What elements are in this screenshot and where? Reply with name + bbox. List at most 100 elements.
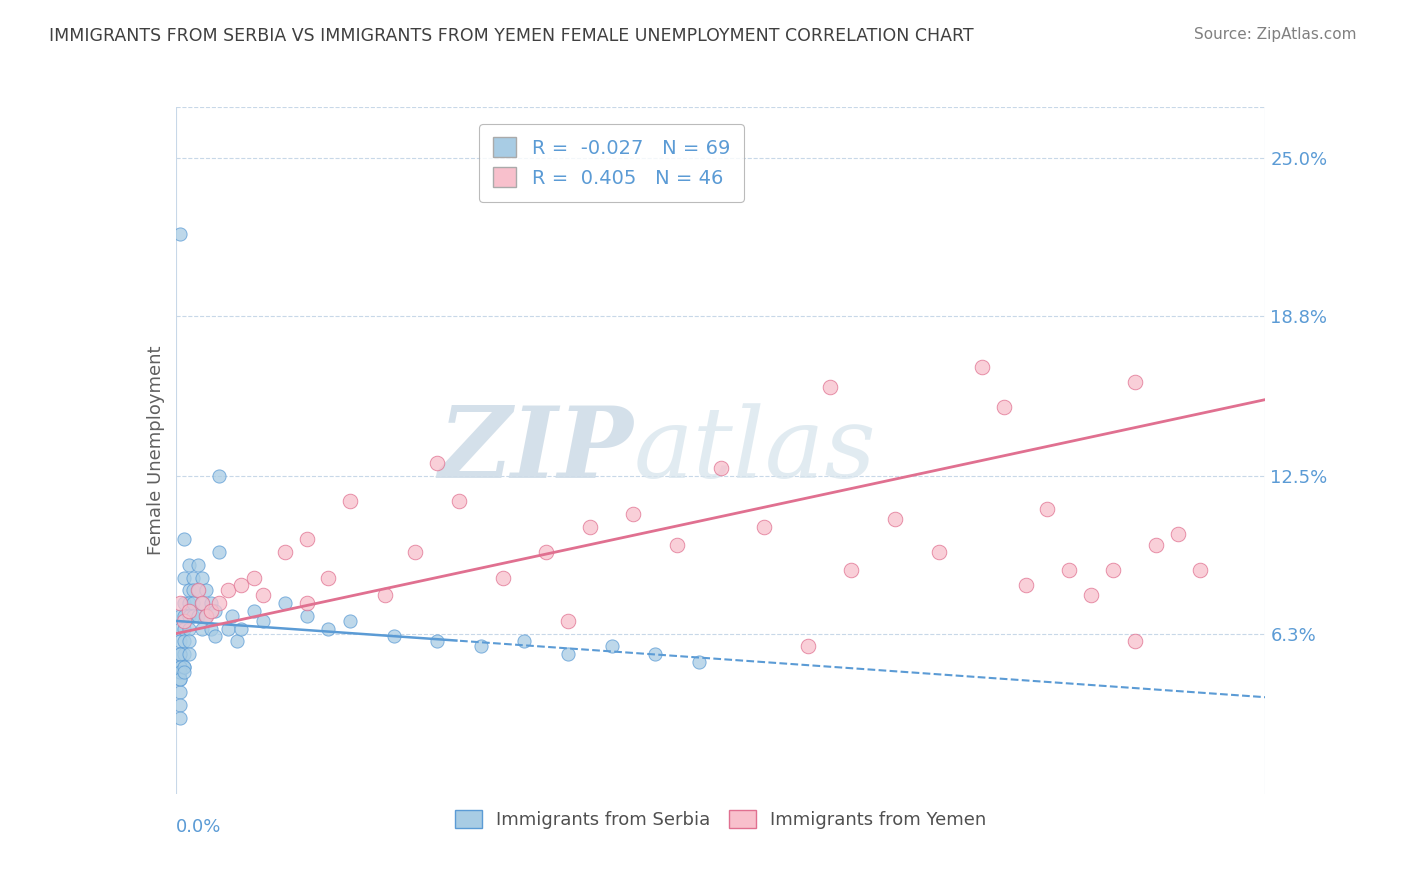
Point bbox=[710, 461, 733, 475]
Point bbox=[169, 710, 191, 724]
Point bbox=[173, 665, 195, 679]
Point bbox=[169, 227, 191, 242]
Point bbox=[1167, 527, 1189, 541]
Point bbox=[993, 401, 1015, 415]
Point bbox=[181, 608, 204, 623]
Point bbox=[169, 622, 191, 636]
Point bbox=[1144, 538, 1167, 552]
Point bbox=[928, 545, 950, 559]
Point bbox=[173, 659, 195, 673]
Point bbox=[169, 634, 191, 648]
Point bbox=[173, 571, 195, 585]
Point bbox=[177, 647, 200, 661]
Point bbox=[841, 563, 863, 577]
Point bbox=[177, 604, 200, 618]
Point bbox=[173, 622, 195, 636]
Point bbox=[191, 596, 214, 610]
Point bbox=[884, 512, 907, 526]
Point bbox=[225, 634, 247, 648]
Point bbox=[169, 698, 191, 712]
Legend: R =  -0.027   N = 69, R =  0.405   N = 46: R = -0.027 N = 69, R = 0.405 N = 46 bbox=[479, 124, 744, 202]
Point bbox=[470, 640, 492, 654]
Point bbox=[513, 634, 536, 648]
Point bbox=[1080, 589, 1102, 603]
Point bbox=[666, 538, 689, 552]
Point bbox=[600, 640, 623, 654]
Point bbox=[173, 608, 195, 623]
Point bbox=[195, 608, 218, 623]
Point bbox=[181, 596, 204, 610]
Point bbox=[492, 571, 515, 585]
Point bbox=[1123, 634, 1146, 648]
Point bbox=[1123, 375, 1146, 389]
Point bbox=[208, 545, 231, 559]
Point bbox=[169, 685, 191, 699]
Point bbox=[208, 469, 231, 483]
Point bbox=[217, 622, 239, 636]
Point bbox=[447, 494, 470, 508]
Point bbox=[177, 558, 200, 572]
Point bbox=[169, 659, 191, 673]
Point bbox=[252, 614, 274, 628]
Point bbox=[195, 608, 218, 623]
Point bbox=[173, 634, 195, 648]
Point bbox=[252, 589, 274, 603]
Text: 0.0%: 0.0% bbox=[176, 818, 221, 836]
Text: atlas: atlas bbox=[633, 403, 876, 498]
Point bbox=[191, 622, 214, 636]
Point bbox=[173, 659, 195, 673]
Point bbox=[169, 665, 191, 679]
Point bbox=[173, 647, 195, 661]
Point bbox=[295, 533, 318, 547]
Point bbox=[200, 622, 222, 636]
Point bbox=[1102, 563, 1125, 577]
Point bbox=[186, 583, 209, 598]
Point bbox=[204, 604, 226, 618]
Text: IMMIGRANTS FROM SERBIA VS IMMIGRANTS FROM YEMEN FEMALE UNEMPLOYMENT CORRELATION : IMMIGRANTS FROM SERBIA VS IMMIGRANTS FRO… bbox=[49, 27, 974, 45]
Point bbox=[1036, 502, 1059, 516]
Point bbox=[181, 583, 204, 598]
Point bbox=[177, 622, 200, 636]
Point bbox=[796, 640, 818, 654]
Point bbox=[534, 545, 557, 559]
Point bbox=[295, 608, 318, 623]
Point bbox=[200, 604, 222, 618]
Point bbox=[1015, 578, 1038, 592]
Point bbox=[186, 608, 209, 623]
Point bbox=[231, 622, 253, 636]
Point bbox=[191, 596, 214, 610]
Point bbox=[186, 558, 209, 572]
Point bbox=[243, 604, 266, 618]
Point bbox=[754, 520, 776, 534]
Point bbox=[274, 596, 297, 610]
Point bbox=[195, 583, 218, 598]
Point bbox=[274, 545, 297, 559]
Text: ZIP: ZIP bbox=[439, 402, 633, 499]
Point bbox=[318, 622, 340, 636]
Point bbox=[181, 571, 204, 585]
Text: Source: ZipAtlas.com: Source: ZipAtlas.com bbox=[1194, 27, 1357, 42]
Point bbox=[173, 614, 195, 628]
Point bbox=[169, 647, 191, 661]
Point bbox=[173, 533, 195, 547]
Point bbox=[169, 673, 191, 687]
Point bbox=[217, 583, 239, 598]
Point bbox=[177, 608, 200, 623]
Point bbox=[557, 647, 579, 661]
Point bbox=[405, 545, 427, 559]
Point bbox=[621, 507, 644, 521]
Point bbox=[169, 596, 191, 610]
Point bbox=[426, 634, 449, 648]
Point bbox=[186, 583, 209, 598]
Point bbox=[295, 596, 318, 610]
Point bbox=[169, 673, 191, 687]
Point bbox=[173, 596, 195, 610]
Point bbox=[177, 583, 200, 598]
Point bbox=[426, 456, 449, 470]
Point bbox=[200, 596, 222, 610]
Point bbox=[644, 647, 666, 661]
Point bbox=[579, 520, 602, 534]
Point bbox=[557, 614, 579, 628]
Point bbox=[169, 608, 191, 623]
Point bbox=[243, 571, 266, 585]
